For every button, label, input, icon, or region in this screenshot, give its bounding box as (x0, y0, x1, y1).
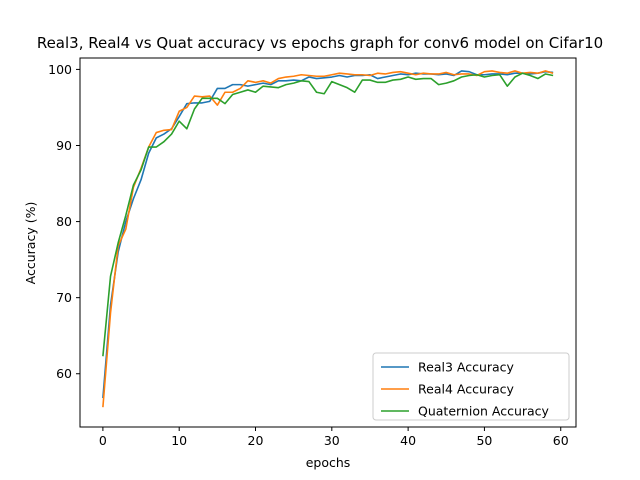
x-axis-title: epochs (306, 455, 351, 470)
x-tick-label: 10 (171, 433, 187, 448)
y-axis: 60 70 80 90 100 (48, 62, 80, 381)
y-tick-label: 80 (56, 214, 72, 229)
plot-area (79, 57, 577, 428)
y-tick-label: 100 (48, 62, 72, 77)
legend-box (372, 352, 570, 421)
x-tick-label: 40 (400, 433, 416, 448)
y-axis-title: Accuracy (%) (23, 202, 38, 285)
real3-accuracy-legend-label: Real3 Accuracy (418, 360, 515, 375)
x-tick-label: 0 (99, 433, 107, 448)
real4-accuracy-legend-label: Real4 Accuracy (418, 382, 515, 397)
legend: Real3 Accuracy Real4 Accuracy Quaternion A… (372, 352, 570, 421)
y-tick-label: 70 (56, 290, 72, 305)
y-tick-label: 90 (56, 138, 72, 153)
x-tick-label: 60 (553, 433, 569, 448)
x-tick-label: 20 (248, 433, 264, 448)
x-axis: 0 10 20 30 40 50 60 (99, 427, 569, 448)
series-lines (102, 70, 554, 408)
quaternion-accuracy-line (102, 72, 554, 357)
chart-title: Real3, Real4 vs Quat accuracy vs epochs … (37, 34, 603, 52)
quaternion-accuracy-legend-label: Quaternion Accuracy (418, 404, 550, 419)
x-tick-label: 50 (476, 433, 492, 448)
x-tick-label: 30 (324, 433, 340, 448)
y-tick-label: 60 (56, 366, 72, 381)
